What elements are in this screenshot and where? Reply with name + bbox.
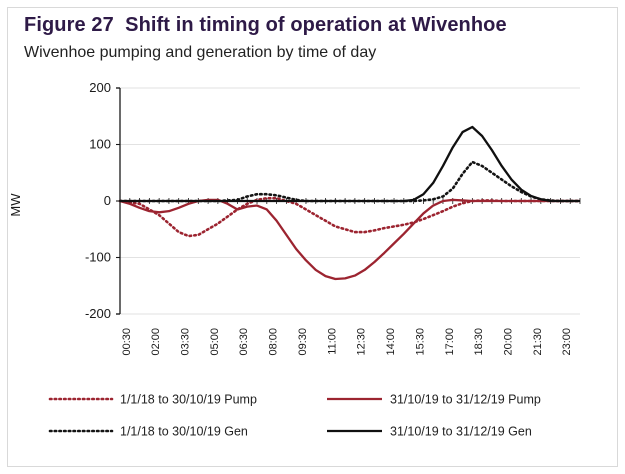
svg-text:11:00: 11:00 [326,328,338,355]
svg-text:1/1/18 to 30/10/19 Gen: 1/1/18 to 30/10/19 Gen [120,425,248,439]
svg-text:1/1/18 to 30/10/19 Pump: 1/1/18 to 30/10/19 Pump [120,393,257,407]
svg-text:20:00: 20:00 [502,328,514,356]
svg-text:31/10/19 to 31/12/19 Pump: 31/10/19 to 31/12/19 Pump [390,393,541,407]
svg-text:23:00: 23:00 [561,328,573,356]
svg-text:0: 0 [104,193,111,208]
svg-text:17:00: 17:00 [444,328,456,356]
svg-text:MW: MW [8,193,23,217]
svg-text:-100: -100 [85,250,111,265]
svg-text:03:30: 03:30 [180,328,192,356]
svg-text:06:30: 06:30 [238,328,250,356]
svg-text:-200: -200 [85,306,111,321]
svg-text:08:00: 08:00 [268,328,280,356]
svg-text:14:00: 14:00 [385,328,397,356]
svg-text:12:30: 12:30 [356,328,368,356]
svg-text:09:30: 09:30 [297,328,309,356]
svg-text:05:00: 05:00 [209,328,221,356]
svg-text:02:00: 02:00 [150,328,162,356]
svg-text:100: 100 [89,137,111,152]
svg-text:200: 200 [89,80,111,95]
svg-text:21:30: 21:30 [532,328,544,356]
svg-text:15:30: 15:30 [414,328,426,356]
svg-text:18:30: 18:30 [473,328,485,356]
svg-text:31/10/19 to 31/12/19 Gen: 31/10/19 to 31/12/19 Gen [390,425,532,439]
svg-text:00:30: 00:30 [121,328,133,356]
